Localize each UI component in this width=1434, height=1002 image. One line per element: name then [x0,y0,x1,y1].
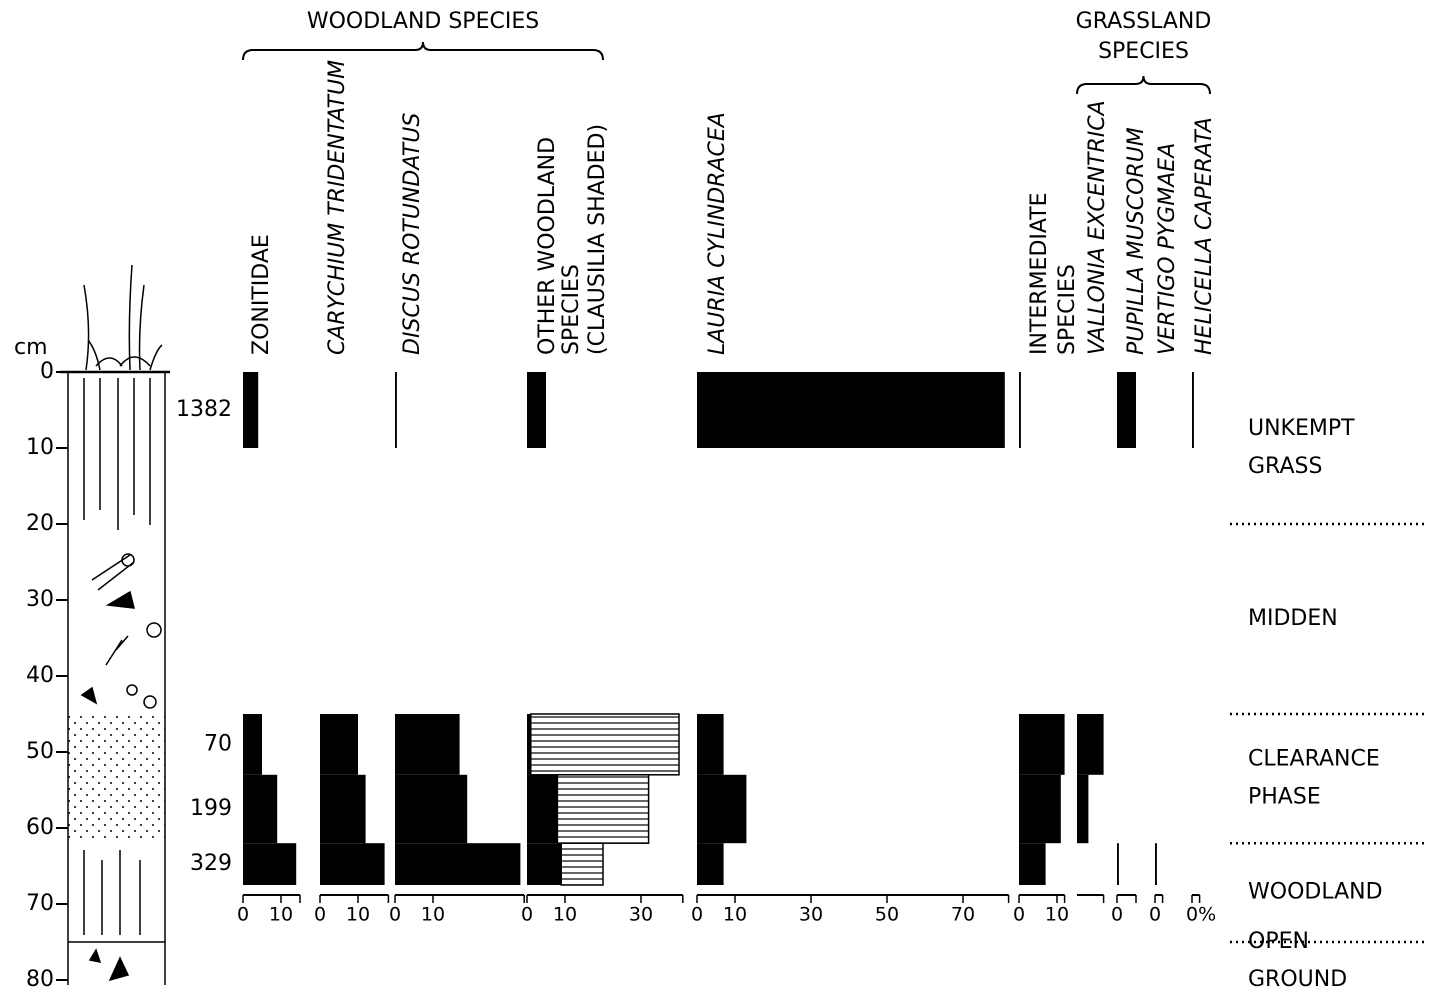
column-label: INTERMEDIATE [1027,192,1052,355]
x-tick-label: 0 [237,904,249,926]
x-tick-label: 10 [421,904,445,926]
column-label: SPECIES [559,264,584,355]
bar [243,775,277,843]
x-tick-label: 0 [1111,904,1123,926]
bar [1155,843,1157,885]
column-label: CARYCHIUM TRIDENTATUM [325,60,350,355]
group-bracket [1077,76,1210,94]
sample-count: 1382 [176,397,232,422]
bar [697,714,724,775]
group-label: WOODLAND SPECIES [307,9,539,34]
bar [320,775,366,843]
column-label: VALLONIA EXCENTRICA [1085,100,1110,355]
depth-axis-label: cm [14,335,48,360]
soil-profile [60,265,170,985]
x-tick-label: 0 [521,904,533,926]
column-label: (CLAUSILIA SHADED) [585,124,610,355]
bar [395,714,460,775]
bar [1077,775,1088,843]
bar [697,843,724,885]
bar [697,372,1005,448]
bar [1019,843,1046,885]
zone-label: GROUND [1248,967,1347,992]
bar [243,372,258,448]
bar [395,843,520,885]
x-tick-label: 0 [314,904,326,926]
x-tick-label: 0 [691,904,703,926]
bar [527,372,546,448]
zone-label: WOODLAND [1248,880,1383,905]
y-tick-label: 70 [26,891,54,916]
y-tick-label: 20 [26,511,54,536]
y-tick-label: 60 [26,815,54,840]
bar [527,843,561,885]
chart: cm 0 10 20 30 40 50 60 70 80 WOODLAND SPECIES ZONI… [0,0,1434,1002]
x-tick-label: 70 [951,904,975,926]
bar [1117,843,1119,885]
bar [1077,714,1104,775]
x-tick-label: 10 [346,904,370,926]
x-tick-label: 30 [799,904,823,926]
x-tick-label: 50 [875,904,899,926]
column-label: VERTIGO PYGMAEA [1155,143,1180,355]
zone-label: PHASE [1248,785,1321,810]
group-bracket [243,42,603,60]
zone-label: UNKEMPT [1248,416,1355,441]
y-tick-label: 80 [26,967,54,992]
column-label: SPECIES [1055,264,1080,355]
zone-label: OPEN [1248,929,1309,954]
bar [320,843,385,885]
y-tick-label: 30 [26,587,54,612]
column-label: LAURIA CYLINDRACEA [705,112,730,355]
x-tick-label: 0 [1149,904,1161,926]
y-tick-label: 40 [26,663,54,688]
column-label: PUPILLA MUSCORUM [1124,127,1149,355]
column-label: ZONITIDAE [249,234,274,355]
bar [697,775,746,843]
column-label: OTHER WOODLAND [535,137,560,355]
bar [395,372,397,448]
x-tick-label: 30 [629,904,653,926]
bar [395,775,467,843]
x-tick-label: 0 [1013,904,1025,926]
group-label: SPECIES [1098,39,1189,64]
y-tick-label: 10 [26,435,54,460]
bar [1117,372,1136,448]
sample-count: 199 [190,796,232,821]
bar [1019,714,1065,775]
x-tick-label: 0 [389,904,401,926]
zone-label: GRASS [1248,454,1322,479]
x-tick-label: 10 [553,904,577,926]
group-label: GRASSLAND [1076,9,1212,34]
zone-label: CLEARANCE [1248,747,1380,772]
y-tick-label: 50 [26,739,54,764]
shaded-bar [557,775,648,843]
bar [1019,775,1061,843]
x-tick-label: 10 [269,904,293,926]
sample-count: 70 [204,731,232,756]
bar [243,714,262,775]
zone-label: MIDDEN [1248,606,1338,631]
bar [1019,372,1021,448]
sample-count: 329 [190,851,232,876]
x-tick-label: 10 [1045,904,1069,926]
bar [243,843,296,885]
x-tick-label: 10 [723,904,747,926]
bar [320,714,358,775]
x-tick-label: 0% [1186,904,1216,926]
column-label: DISCUS ROTUNDATUS [400,113,425,355]
column-label: HELICELLA CAPERATA [1192,117,1217,355]
y-tick-label: 0 [40,359,54,384]
bar [527,775,557,843]
shaded-bar [561,843,603,885]
bar [1192,372,1194,448]
shaded-bar [531,714,679,775]
